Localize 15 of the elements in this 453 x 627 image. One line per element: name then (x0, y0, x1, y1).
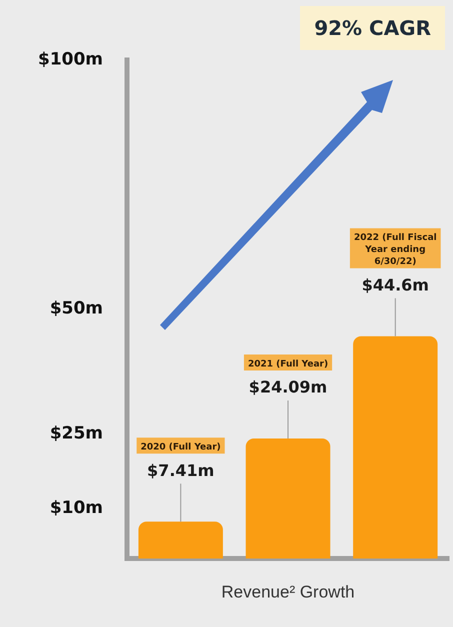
y-tick-label: $25m (50, 423, 104, 444)
data-label: $44.6m (362, 275, 429, 294)
x-tick-label: 2022 (Full Fiscal Year ending 6/30/22) (354, 233, 437, 268)
x-tick-label: 2020 (Full Year) (140, 442, 221, 452)
y-tick-label: $10m (50, 498, 104, 518)
x-axis-title: Revenue² Growth (221, 582, 355, 602)
data-label: $24.09m (248, 378, 328, 397)
text: 92% CAGR (300, 6, 445, 50)
data-label: $7.41m (147, 460, 214, 480)
y-tick-label: $50m (50, 298, 104, 319)
y-tick-label: $100m (38, 49, 104, 70)
bar (353, 336, 438, 559)
x-tick-label: 2021 (Full Year) (248, 359, 328, 370)
bar (138, 522, 223, 559)
bar (246, 438, 330, 559)
